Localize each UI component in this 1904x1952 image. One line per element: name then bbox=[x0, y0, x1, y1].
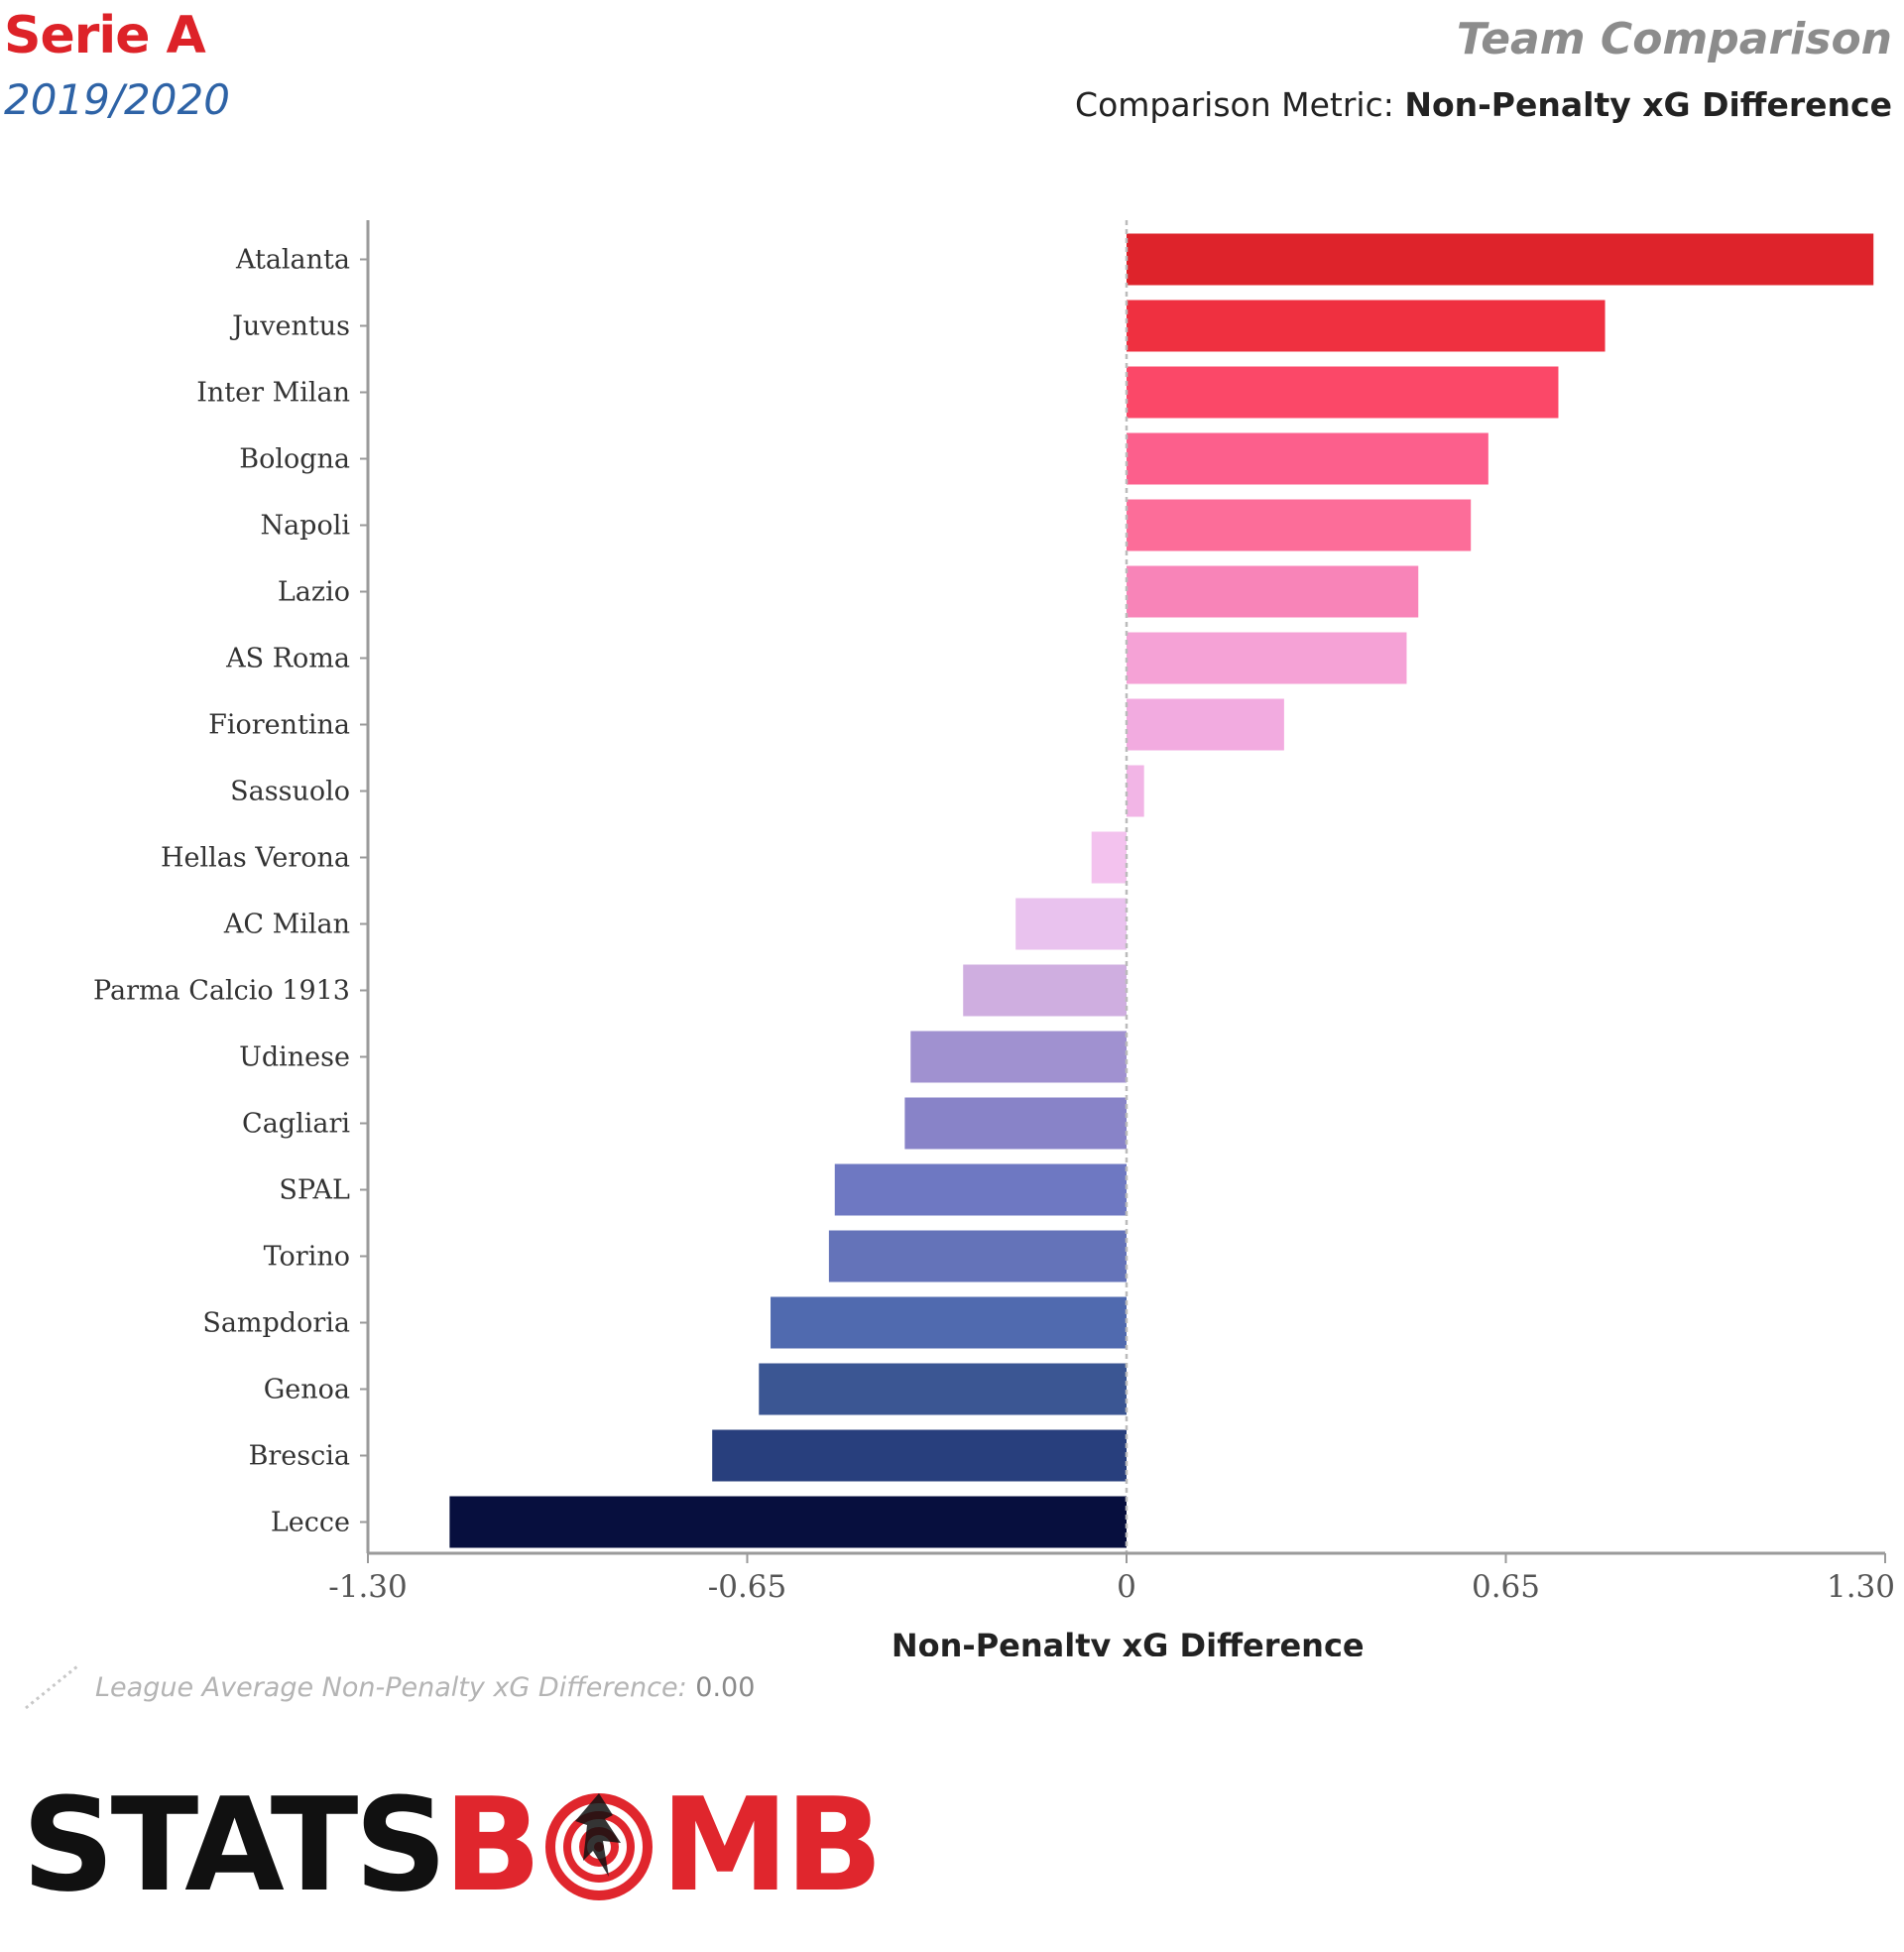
logo-mb-text: MB bbox=[660, 1769, 883, 1920]
category-label: Fiorentina bbox=[208, 710, 350, 741]
bar bbox=[1015, 898, 1127, 950]
average-line-swatch bbox=[25, 1664, 78, 1710]
category-label: Udinese bbox=[239, 1042, 350, 1073]
category-label: Juventus bbox=[229, 311, 350, 342]
bar bbox=[828, 1230, 1127, 1282]
bar bbox=[904, 1097, 1127, 1150]
category-label: Napoli bbox=[260, 511, 350, 542]
category-label: Lecce bbox=[271, 1508, 350, 1538]
logo-stats-text: STATS bbox=[22, 1769, 447, 1920]
x-tick-label: -1.30 bbox=[328, 1569, 408, 1605]
bar bbox=[1091, 831, 1127, 884]
metric-line: Comparison Metric: Non-Penalty xG Differ… bbox=[1075, 85, 1892, 124]
bar bbox=[1127, 632, 1407, 684]
category-label: AS Roma bbox=[225, 644, 350, 674]
logo-b-letter: B bbox=[443, 1769, 541, 1920]
category-label: SPAL bbox=[279, 1175, 350, 1206]
bar-chart: Atalanta Juventus Inter Milan Bologna Napoli… bbox=[93, 220, 1895, 1656]
category-label: Bologna bbox=[239, 444, 350, 475]
bar bbox=[449, 1496, 1127, 1548]
bar bbox=[1127, 233, 1874, 286]
category-label: Genoa bbox=[264, 1375, 350, 1405]
category-label: Torino bbox=[264, 1242, 350, 1273]
logo-target-icon bbox=[545, 1793, 654, 1900]
bar bbox=[1127, 432, 1488, 485]
league-average-label: League Average Non-Penalty xG Difference… bbox=[95, 1672, 696, 1703]
bar bbox=[1127, 765, 1144, 817]
league-name: Serie A bbox=[4, 6, 206, 65]
bar bbox=[1127, 698, 1284, 751]
category-label: Inter Milan bbox=[196, 378, 350, 409]
category-label: Hellas Verona bbox=[161, 843, 350, 874]
category-label: Atalanta bbox=[235, 245, 350, 276]
metric-prefix: Comparison Metric: bbox=[1075, 85, 1405, 124]
league-average-note: League Average Non-Penalty xG Difference… bbox=[95, 1672, 755, 1703]
bar bbox=[759, 1363, 1127, 1415]
league-average-value: 0.00 bbox=[695, 1672, 756, 1703]
statsbomb-logo: STATS B MB bbox=[22, 1769, 884, 1920]
metric-name: Non-Penalty xG Difference bbox=[1404, 85, 1892, 124]
bar bbox=[834, 1163, 1127, 1216]
category-label: Parma Calcio 1913 bbox=[93, 976, 350, 1007]
x-tick-label: -0.65 bbox=[708, 1569, 787, 1605]
chart-title: Team Comparison bbox=[1456, 14, 1892, 64]
category-label: Brescia bbox=[249, 1441, 350, 1472]
x-tick-label: 0.65 bbox=[1472, 1569, 1540, 1605]
bar bbox=[1127, 366, 1559, 419]
season-label: 2019/2020 bbox=[4, 75, 230, 124]
category-label: Lazio bbox=[278, 577, 350, 608]
bar bbox=[712, 1429, 1127, 1482]
category-label: Sassuolo bbox=[230, 777, 350, 807]
category-label: Sampdoria bbox=[202, 1308, 350, 1339]
x-tick-label: 1.30 bbox=[1827, 1569, 1895, 1605]
x-tick-label: 0 bbox=[1117, 1569, 1136, 1605]
bar bbox=[1127, 565, 1419, 618]
category-label: Cagliari bbox=[242, 1109, 350, 1140]
x-axis-title: Non-Penalty xG Difference bbox=[892, 1627, 1365, 1656]
bar bbox=[1127, 499, 1472, 551]
bar bbox=[910, 1031, 1127, 1083]
bar bbox=[1127, 300, 1606, 352]
bar bbox=[963, 964, 1127, 1017]
category-label: AC Milan bbox=[223, 910, 350, 940]
bar bbox=[771, 1296, 1127, 1349]
logo-bomb-text: B MB bbox=[443, 1769, 884, 1920]
